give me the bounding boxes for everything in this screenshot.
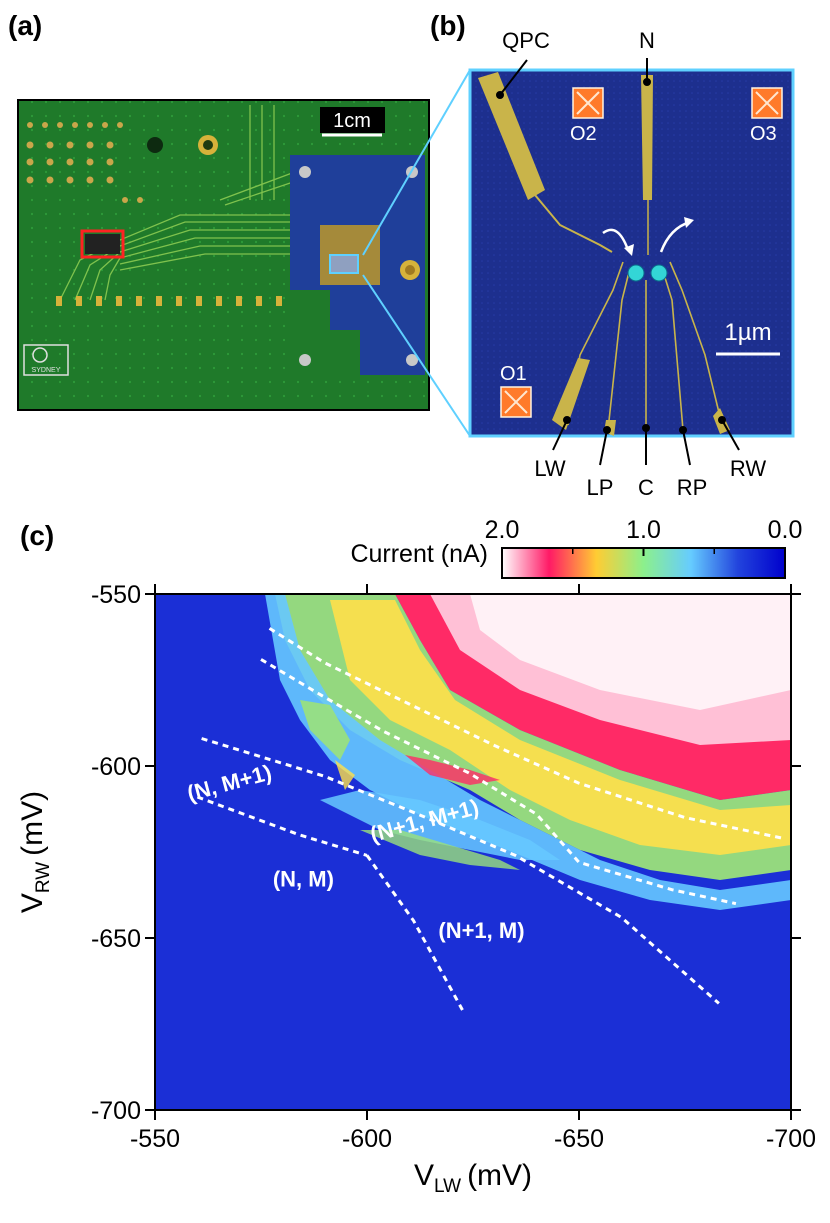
y-tick-label: -700 <box>91 1097 141 1125</box>
ohmic-contact-o2 <box>572 87 604 119</box>
quantum-dot-left <box>627 264 645 282</box>
dashed-boundaries <box>196 627 783 1015</box>
scale-bar-a-label: 1cm <box>333 110 371 132</box>
logo: SYDNEY <box>23 344 69 376</box>
ohmic-contact-o1 <box>500 386 532 418</box>
x-tick-label: -600 <box>342 1125 392 1153</box>
colorbar-ticks: 2.0 1.0 0.0 <box>485 516 803 556</box>
y-tick-label: -550 <box>91 581 141 609</box>
plot-frame <box>154 593 792 1111</box>
colorbar-tick-label: 2.0 <box>485 516 520 544</box>
dashed-boundary <box>260 658 737 906</box>
scale-bar-b-label: 1µm <box>724 319 771 346</box>
dashed-boundary <box>268 627 783 840</box>
ohmic-label-o1: O1 <box>500 363 527 385</box>
gate-label-rw: RW <box>730 456 766 481</box>
sample-highlight <box>329 254 359 274</box>
gate-label-lw: LW <box>534 456 566 481</box>
colorbar-tick-label: 0.0 <box>768 516 803 544</box>
ohmic-label-o3: O3 <box>750 123 777 145</box>
gate-label-lp: LP <box>587 475 614 500</box>
dashed-boundary <box>196 795 368 857</box>
ohmic-label-o2: O2 <box>570 123 597 145</box>
quantum-dot-right <box>650 264 668 282</box>
n-gate <box>641 75 653 200</box>
panel-a-photo: 1cm SYDNEY <box>17 99 430 411</box>
gate-label-c: C <box>638 475 654 500</box>
panel-label-c: (c) <box>20 520 55 551</box>
bottom-pads <box>56 296 282 306</box>
region-label: (N, M) <box>273 866 334 891</box>
x-tick-label: -550 <box>130 1125 180 1153</box>
x-axis-label: VLW (mV) <box>414 1159 532 1197</box>
chip <box>85 234 120 254</box>
x-tick-label: -700 <box>766 1125 816 1153</box>
arrow-in <box>602 228 630 251</box>
region-label: (N+1, M) <box>438 918 524 943</box>
colorbar-tick-label: 1.0 <box>626 516 661 544</box>
panel-label-a: (a) <box>8 10 43 41</box>
zoom-line-bottom <box>362 274 471 437</box>
qpc-gate <box>478 72 545 200</box>
gate-label-n: N <box>639 28 655 53</box>
y-axis-ticks: -550 -600 -650 -700 <box>91 581 801 1125</box>
x-axis-ticks: -550 -600 -650 -700 <box>130 584 816 1153</box>
sample-board <box>290 155 425 375</box>
y-tick-label: -650 <box>91 925 141 953</box>
gate-label-qpc: QPC <box>502 28 550 53</box>
mounting-hole <box>147 137 163 153</box>
pcb-traces <box>59 105 390 301</box>
colorbar-title: Current (nA) <box>350 540 488 568</box>
chip-highlight <box>80 229 125 259</box>
colorbar <box>501 547 786 579</box>
gate-label-rp: RP <box>677 475 708 500</box>
header-pins <box>26 122 143 203</box>
y-axis-label: VRW(mV) <box>16 791 54 913</box>
heatmap-plot: (N, M+1)(N+1, M+1)(N, M)(N+1, M) <box>155 594 791 1110</box>
y-tick-label: -600 <box>91 753 141 781</box>
x-tick-label: -650 <box>554 1125 604 1153</box>
finger-gates <box>567 261 723 431</box>
logo-text: SYDNEY <box>32 367 61 374</box>
band-white <box>470 594 791 710</box>
panel-label-b: (b) <box>430 10 466 41</box>
ohmic-contact-o3 <box>751 87 783 119</box>
dashed-boundary <box>365 854 466 1015</box>
zoom-line-top <box>362 69 471 256</box>
gate-leaders <box>496 58 740 466</box>
panel-b-sem: O2 O3 O1 1µm <box>468 68 795 438</box>
